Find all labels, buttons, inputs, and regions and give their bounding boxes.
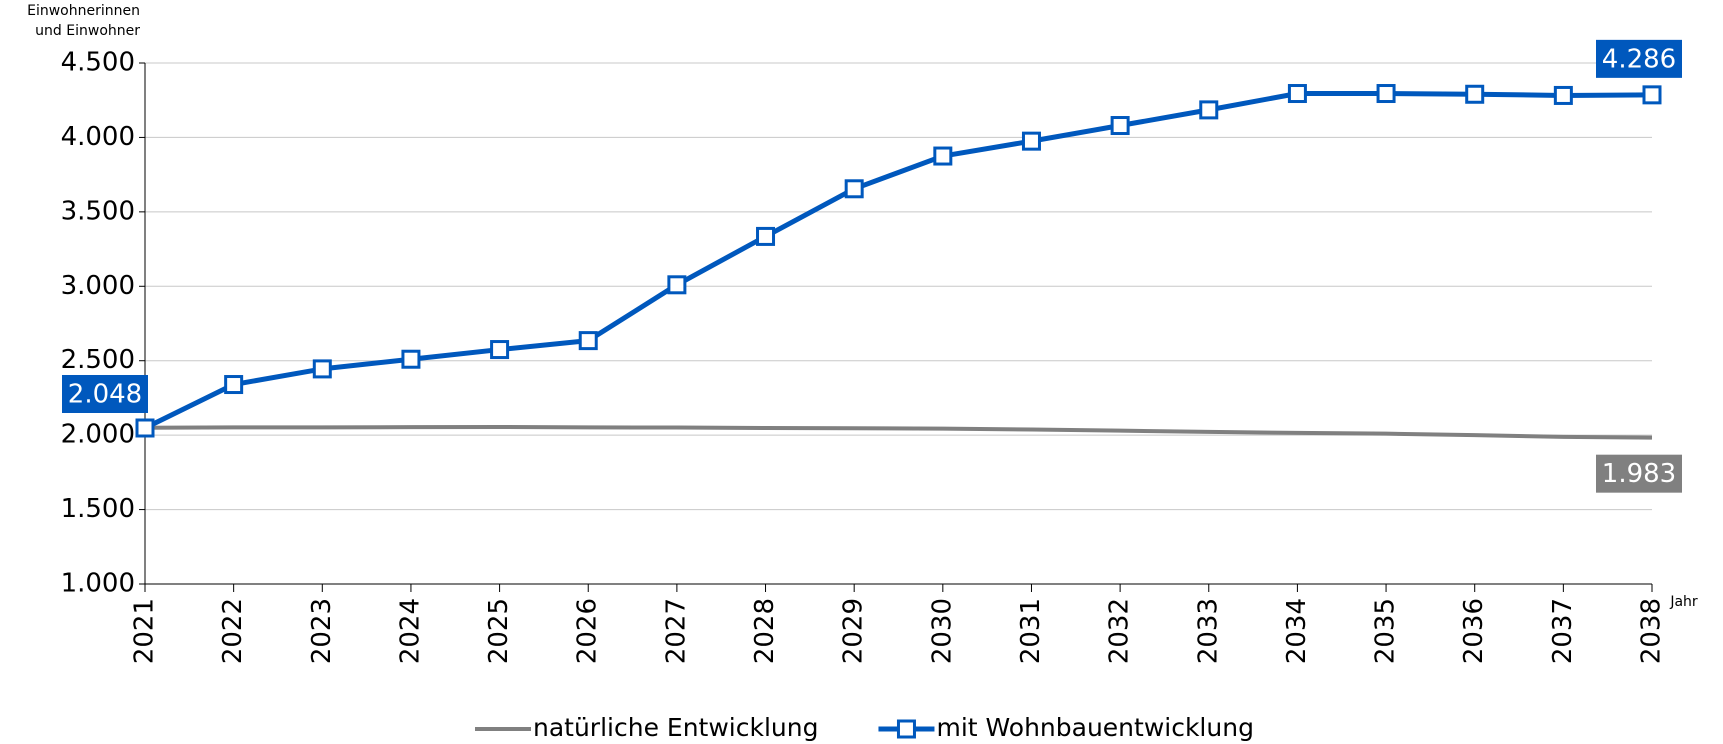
series-line	[143, 91, 1653, 431]
marker	[1287, 84, 1307, 104]
marker	[1021, 131, 1041, 151]
marker	[312, 359, 332, 379]
value-label: 4.286	[1602, 44, 1676, 74]
marker	[756, 226, 776, 246]
marker	[578, 331, 598, 351]
x-tick-label: 2031	[1016, 598, 1046, 664]
marker	[844, 179, 864, 199]
marker	[401, 349, 421, 369]
value-label-bg	[1596, 454, 1682, 493]
x-tick-label: 2024	[395, 598, 425, 664]
series-line	[144, 424, 1653, 440]
y-axis-title: Einwohnerinnen	[27, 3, 140, 19]
x-axis-title: Jahr	[1669, 594, 1698, 610]
x-tick-label: 2026	[573, 598, 603, 664]
marker	[667, 275, 687, 295]
x-tick-label: 2027	[661, 598, 691, 664]
x-tick-label: 2033	[1193, 598, 1223, 664]
y-axis-title: und Einwohner	[35, 23, 140, 39]
x-tick-label: 2032	[1105, 598, 1135, 664]
marker	[1199, 100, 1219, 120]
marker	[490, 340, 510, 360]
y-tick-label: 3.500	[61, 196, 135, 226]
y-tick-label: 3.000	[61, 271, 135, 301]
x-tick-label: 2029	[839, 598, 869, 664]
x-tick-label: 2028	[750, 598, 780, 664]
y-tick-label: 2.500	[61, 345, 135, 375]
marker	[1642, 85, 1662, 105]
y-tick-label: 1.500	[61, 494, 135, 524]
marker	[933, 146, 953, 166]
marker	[1465, 84, 1485, 104]
legend-label: mit Wohnbauentwicklung	[936, 713, 1253, 742]
x-tick-label: 2038	[1637, 598, 1667, 664]
x-tick-label: 2034	[1282, 598, 1312, 664]
marker	[224, 375, 244, 395]
x-tick-label: 2030	[927, 598, 957, 664]
marker	[1110, 116, 1130, 136]
value-label: 2.048	[68, 379, 142, 409]
x-tick-label: 2021	[130, 598, 160, 664]
x-tick-label: 2022	[218, 598, 248, 664]
marker	[1553, 85, 1573, 105]
marker	[135, 418, 155, 438]
y-tick-label: 1.000	[61, 569, 135, 599]
value-label-bg	[62, 374, 148, 413]
legend-marker	[896, 719, 916, 739]
x-tick-label: 2035	[1371, 598, 1401, 664]
y-tick-label: 2.000	[61, 420, 135, 450]
x-tick-label: 2023	[307, 598, 337, 664]
y-tick-label: 4.000	[61, 122, 135, 152]
y-tick-label: 4.500	[61, 48, 135, 78]
legend-label: natürliche Entwicklung	[533, 713, 818, 742]
x-tick-label: 2025	[484, 598, 514, 664]
x-tick-label: 2036	[1459, 598, 1489, 664]
x-tick-label: 2037	[1548, 598, 1578, 664]
marker	[1376, 84, 1396, 104]
value-label: 1.983	[1602, 459, 1676, 489]
value-label-bg	[1596, 39, 1682, 78]
